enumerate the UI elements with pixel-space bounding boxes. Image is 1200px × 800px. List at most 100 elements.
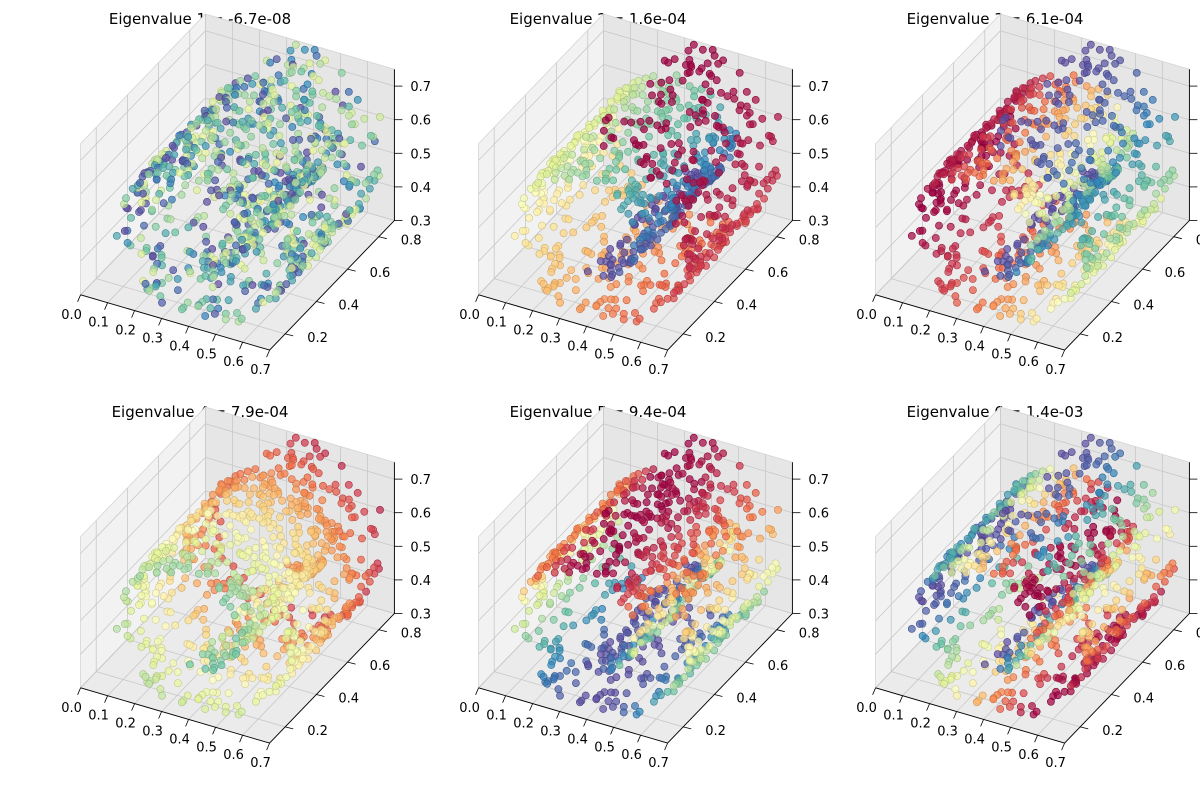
data-point [240, 209, 249, 218]
data-point [287, 264, 296, 272]
z-tick-label: 0.7 [410, 473, 431, 488]
data-point [557, 164, 566, 172]
data-point [1043, 281, 1052, 289]
data-point [997, 237, 1005, 246]
y-tick-label: 0.4 [338, 692, 359, 707]
data-point [657, 90, 665, 99]
y-tick-mark [1142, 268, 1151, 272]
data-point [123, 632, 132, 640]
data-point [715, 561, 723, 570]
data-point [311, 234, 319, 243]
data-point [686, 123, 695, 131]
data-point [291, 147, 300, 156]
data-point [733, 542, 742, 551]
data-point [565, 568, 574, 577]
data-point [705, 249, 714, 258]
data-point [613, 486, 622, 494]
data-point [245, 490, 254, 499]
data-point [533, 208, 541, 216]
data-point [721, 212, 729, 221]
data-point [551, 637, 560, 646]
data-point [320, 616, 329, 625]
data-point [1153, 141, 1161, 150]
data-point [171, 228, 180, 237]
data-point [194, 695, 203, 704]
data-point [674, 150, 682, 159]
data-point [628, 218, 637, 227]
data-point [366, 524, 375, 533]
data-point [203, 591, 211, 599]
data-point [546, 205, 554, 214]
data-point [635, 707, 644, 716]
x-tick-label: 0.5 [196, 347, 217, 362]
data-point [255, 235, 264, 244]
data-point [656, 537, 665, 545]
data-point [287, 68, 296, 77]
data-point [755, 555, 763, 564]
data-point [231, 257, 240, 265]
data-point [650, 304, 658, 313]
data-point [247, 116, 256, 125]
data-point [264, 572, 273, 581]
data-point [296, 188, 305, 196]
data-point [344, 495, 353, 504]
data-point [1050, 219, 1059, 228]
data-point [756, 141, 764, 150]
data-point [621, 165, 629, 174]
data-point [678, 76, 687, 85]
data-point [689, 540, 698, 549]
x-tick-mark [502, 302, 506, 310]
data-point [657, 471, 666, 480]
data-point [340, 139, 349, 148]
data-point [582, 616, 591, 625]
data-point [672, 196, 681, 205]
data-point [549, 222, 558, 231]
x-tick-mark [664, 349, 668, 358]
data-point [601, 197, 609, 206]
x-tick-label: 0.3 [540, 332, 561, 347]
data-point [957, 153, 965, 162]
data-point [685, 603, 694, 612]
data-point [140, 614, 148, 623]
data-point [718, 153, 727, 162]
data-point [562, 666, 571, 675]
y-tick-label: 0.2 [307, 724, 328, 739]
data-point [259, 471, 268, 480]
data-point [689, 571, 698, 580]
data-point [631, 533, 640, 542]
data-point [579, 574, 588, 582]
data-point [580, 145, 588, 154]
data-point [271, 682, 280, 690]
data-point [238, 245, 247, 254]
data-point [255, 612, 264, 621]
z-tick-label: 0.3 [808, 608, 829, 623]
data-point [286, 202, 295, 210]
data-point [265, 687, 274, 696]
data-point [774, 113, 782, 121]
data-point [951, 292, 960, 301]
y-tick-mark [745, 268, 754, 272]
data-point [1118, 212, 1126, 221]
data-point [624, 147, 632, 156]
data-point [339, 159, 348, 168]
data-point [232, 634, 240, 643]
data-point [653, 235, 662, 244]
data-point [141, 672, 150, 681]
data-point [650, 697, 658, 706]
data-point [610, 146, 619, 155]
data-point [582, 132, 590, 141]
data-point [202, 630, 210, 639]
data-point [714, 638, 722, 647]
x-tick-mark [185, 326, 189, 334]
data-point [672, 589, 681, 598]
data-point [307, 642, 316, 651]
data-point [251, 697, 260, 706]
data-point [759, 572, 768, 581]
data-point [1073, 103, 1082, 112]
data-point [161, 622, 170, 631]
data-point [627, 562, 636, 571]
z-tick-label: 0.6 [410, 507, 431, 522]
data-point [713, 211, 722, 219]
data-point [1053, 144, 1062, 152]
data-point [308, 480, 317, 489]
